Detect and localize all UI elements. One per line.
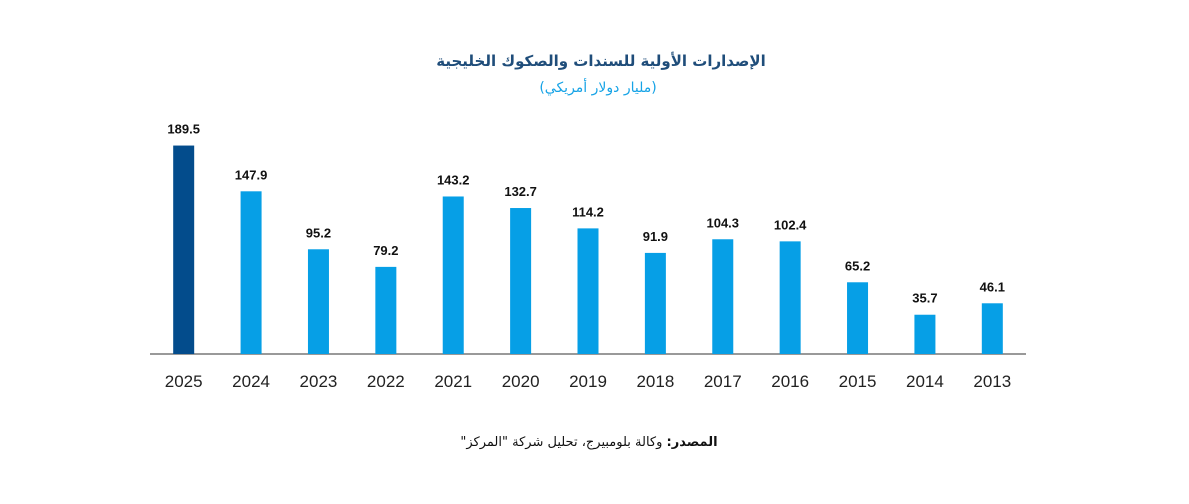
bar-2025 [173,145,195,354]
year-label-2023: 2023 [300,372,338,391]
year-label-2019: 2019 [569,372,607,391]
year-label-2013: 2013 [973,372,1011,391]
value-label-2025: 189.5 [167,122,200,137]
year-label-2014: 2014 [906,372,944,391]
bar-2017 [712,239,734,354]
year-label-2024: 2024 [232,372,270,391]
source-label: المصدر: [666,435,718,450]
value-label-2017: 104.3 [706,215,739,230]
value-label-2022: 79.2 [373,243,398,258]
year-label-2025: 2025 [165,372,203,391]
value-label-2021: 143.2 [437,172,470,187]
bar-2016 [779,241,801,354]
year-label-2018: 2018 [636,372,674,391]
year-label-2022: 2022 [367,372,405,391]
bar-2014 [914,314,936,354]
year-label-2021: 2021 [434,372,472,391]
bar-2013 [981,303,1003,354]
value-label-2016: 102.4 [774,217,807,232]
value-label-2020: 132.7 [504,184,537,199]
value-label-2014: 35.7 [912,291,937,306]
bar-2019 [577,228,599,354]
chart-subtitle: (مليار دولار أمريكي) [539,80,657,96]
source-text: وكالة بلومبيرج، تحليل شركة "المركز" [460,435,663,450]
year-label-2015: 2015 [839,372,877,391]
bar-2015 [847,282,869,354]
chart-title: الإصدارات الأولية للسندات والصكوك الخليج… [436,52,766,70]
value-label-2015: 65.2 [845,258,870,273]
bar-2018 [644,252,666,354]
value-label-2023: 95.2 [306,225,331,240]
bar-2022 [375,266,397,354]
bar-2024 [240,191,262,354]
year-label-2016: 2016 [771,372,809,391]
value-label-2024: 147.9 [235,167,268,182]
year-label-2020: 2020 [502,372,540,391]
year-label-2017: 2017 [704,372,742,391]
bar-2021 [442,196,464,354]
bar-2023 [307,249,329,354]
value-label-2019: 114.2 [572,204,604,219]
bar-2020 [510,208,532,354]
value-label-2013: 46.1 [980,279,1005,294]
value-label-2018: 91.9 [643,229,668,244]
source-note: المصدر: وكالة بلومبيرج، تحليل شركة "المر… [289,433,889,453]
